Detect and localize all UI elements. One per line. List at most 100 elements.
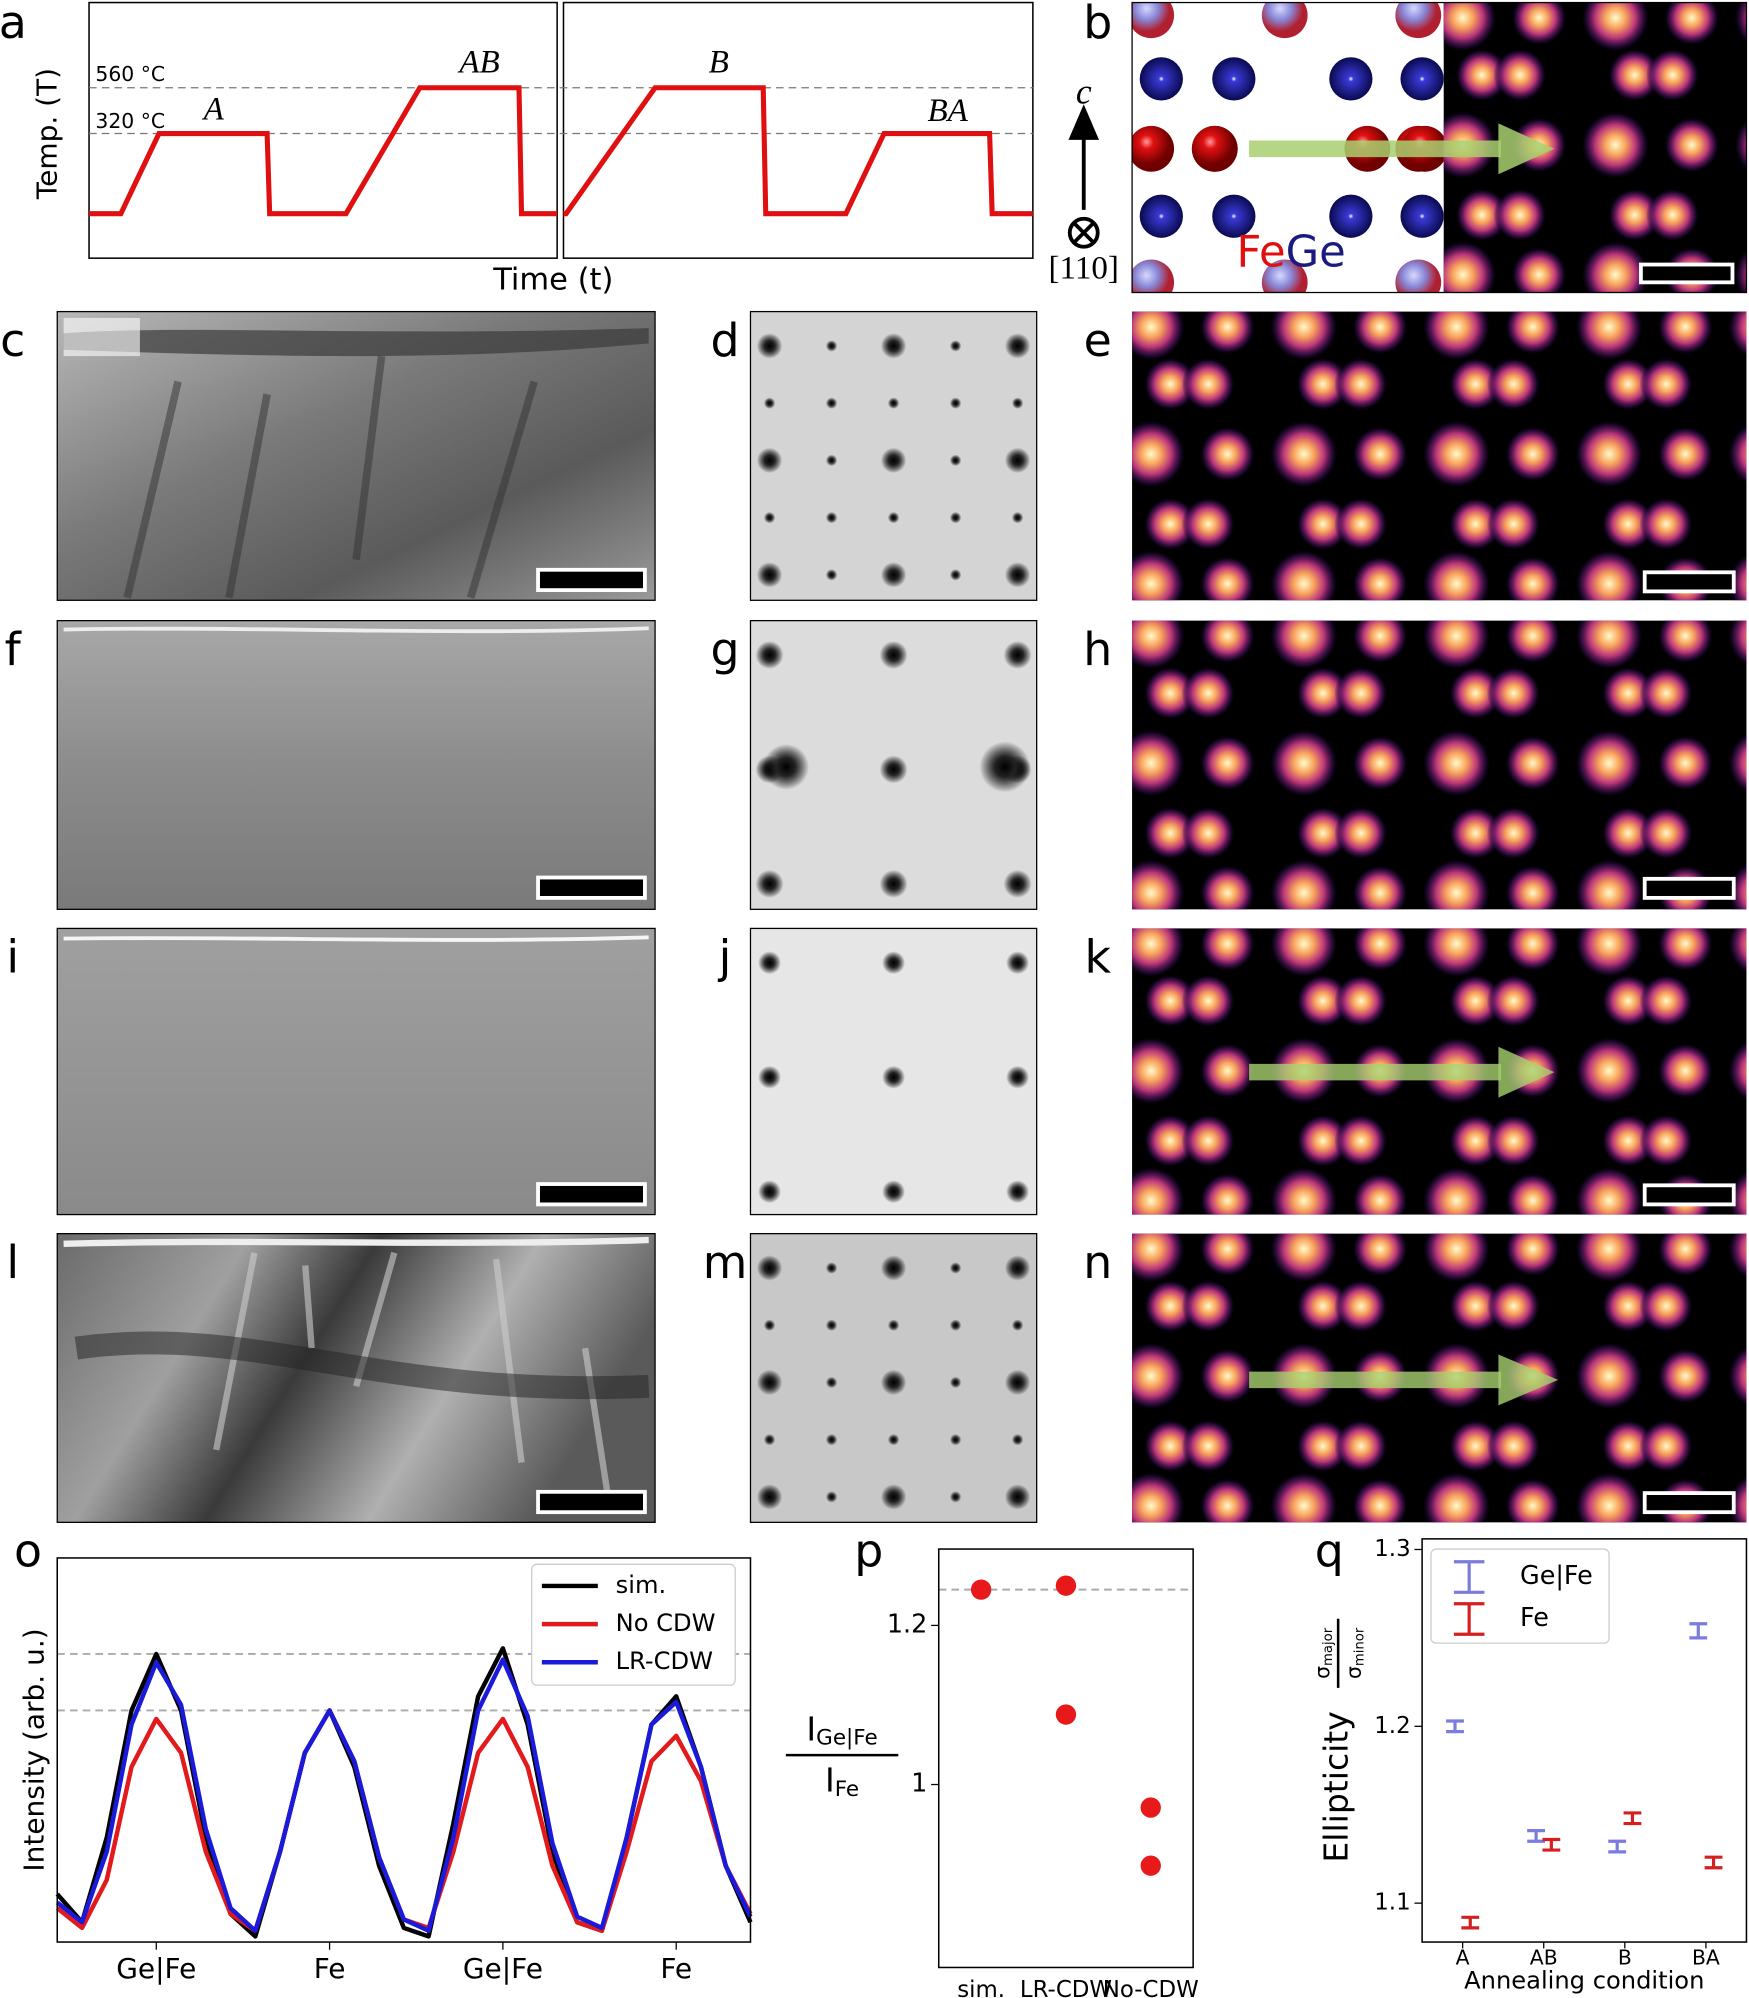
x-tick-label: AB — [1530, 1946, 1558, 1970]
profile — [563, 85, 1033, 217]
spot — [825, 511, 838, 524]
point — [1140, 1855, 1161, 1876]
spot — [1504, 1233, 1561, 1277]
spot — [1639, 497, 1694, 551]
spot — [1448, 806, 1503, 860]
spot — [1422, 928, 1491, 979]
panel-label: f — [5, 623, 22, 676]
y-axis-label: Intensity (arb. u.) — [18, 1628, 51, 1871]
panel-label: c — [0, 314, 25, 367]
spot — [949, 1491, 962, 1503]
panel-label: i — [6, 931, 19, 984]
panel-label: k — [1084, 931, 1111, 984]
spot — [1181, 1114, 1236, 1168]
spot — [1657, 311, 1714, 355]
spot — [756, 333, 783, 359]
spot — [1657, 928, 1714, 972]
atom — [1395, 2, 1442, 39]
spot — [1601, 806, 1655, 860]
spot — [1199, 1348, 1256, 1405]
spot — [1006, 1065, 1030, 1089]
spot — [1574, 1166, 1644, 1215]
spot — [1504, 620, 1561, 664]
panel-label: e — [1084, 314, 1112, 367]
spot — [1006, 951, 1030, 975]
spot — [1422, 311, 1491, 362]
spot — [1199, 426, 1256, 483]
spot — [1601, 974, 1655, 1028]
spot — [1574, 858, 1644, 910]
denominator: IFe — [825, 1760, 859, 1802]
spot — [1639, 357, 1694, 411]
x-tick-label: A — [1456, 1946, 1470, 1970]
y-axis-label: Ellipticity — [1317, 1711, 1356, 1862]
segment-label: AB — [457, 44, 499, 80]
numerator: σmajor — [1310, 1627, 1336, 1679]
spot — [1448, 666, 1503, 720]
spot — [1011, 511, 1024, 524]
panel-b: FeGe c [110] — [1049, 1, 1748, 294]
spot — [1422, 1233, 1491, 1284]
spot — [1486, 357, 1541, 411]
texture — [74, 1331, 650, 1400]
spot — [1574, 620, 1644, 671]
spot — [1352, 928, 1409, 972]
spot — [1493, 48, 1547, 102]
spot — [1601, 357, 1655, 411]
spot-group — [1132, 928, 1747, 1215]
spot — [1645, 188, 1700, 242]
spot — [879, 869, 908, 898]
spot — [1334, 497, 1388, 551]
spot-group — [1132, 311, 1747, 601]
panel-label: n — [1083, 1236, 1112, 1289]
spot — [1663, 117, 1720, 173]
spot — [1296, 357, 1350, 411]
spot — [1581, 110, 1650, 180]
spot — [1296, 974, 1350, 1028]
spot — [1334, 357, 1388, 411]
spot — [1199, 1042, 1256, 1099]
texture — [123, 355, 538, 599]
spot — [1486, 1114, 1541, 1168]
spot — [1296, 1419, 1350, 1473]
spot — [882, 1065, 906, 1089]
spot — [756, 447, 783, 474]
arrow-head — [1498, 123, 1555, 175]
texture — [63, 317, 140, 357]
spot — [1422, 549, 1491, 601]
spot — [1132, 620, 1186, 671]
atom — [1400, 194, 1444, 238]
spot — [1443, 2, 1498, 53]
spot — [1004, 1369, 1031, 1396]
x-tick-label: Fe — [314, 1952, 346, 1985]
diffraction-panels — [749, 310, 1038, 1523]
spot — [1727, 1345, 1747, 1407]
spot — [1199, 1233, 1256, 1277]
x-tick-label: Ge|Fe — [463, 1952, 543, 1985]
spot — [1143, 666, 1197, 720]
spot — [949, 397, 962, 409]
spot — [825, 454, 838, 467]
spot — [825, 1491, 838, 1503]
spot — [756, 562, 783, 588]
spot — [1733, 248, 1747, 293]
panel-label: m — [703, 1236, 748, 1289]
atom — [1191, 125, 1238, 172]
spot — [1574, 311, 1644, 362]
spot — [1657, 1233, 1714, 1277]
spot — [1504, 928, 1561, 972]
y-tick-label: 1.2 — [887, 1608, 927, 1638]
spot — [882, 1180, 906, 1204]
spot — [1511, 2, 1568, 46]
panel-label: h — [1083, 623, 1112, 676]
legend-label: No CDW — [616, 1609, 716, 1637]
element-ge: Ge — [1286, 227, 1346, 277]
diffraction-spots — [755, 333, 1032, 1510]
scale-bar — [536, 875, 647, 900]
spot — [1334, 1279, 1388, 1333]
spot — [1004, 562, 1031, 588]
spot — [1601, 1114, 1655, 1168]
arrow-head — [1498, 1046, 1555, 1098]
arrow-head — [1498, 1354, 1559, 1406]
point — [1055, 1575, 1077, 1596]
